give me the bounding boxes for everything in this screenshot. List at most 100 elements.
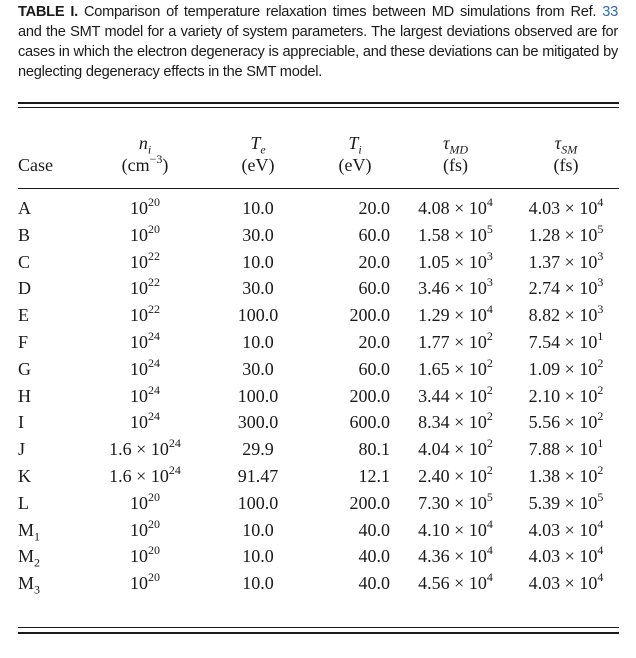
cell-case: H [18,385,31,406]
cell-case: C [18,251,31,272]
cell-te: 29.9 [242,439,274,460]
caption-text-a: Comparison of temperature relaxation tim… [77,4,603,20]
cell-te: 10.0 [242,331,274,352]
cell-tau-md: 4.08 × 104 [418,195,493,218]
table-caption: TABLE I. Comparison of temperature relax… [18,2,618,82]
cell-tau-md: 3.44 × 102 [418,382,493,406]
cell-te: 30.0 [242,358,274,379]
header-te: Te (eV) [241,133,275,175]
cell-tau-md: 7.30 × 105 [418,489,493,513]
cell-case: A [18,198,31,218]
cell-ti: 20.0 [358,198,391,218]
header-ti: Ti (eV) [338,133,372,175]
cell-tau-sm: 7.54 × 101 [528,328,604,352]
table-row: I 1024 300.0 600.0 8.34 × 102 5.56 × 102 [18,409,619,436]
cell-tau-sm: 4.03 × 104 [528,195,604,218]
cell-tau-md: 2.40 × 102 [418,462,493,486]
cell-te: 10.0 [242,546,274,567]
cell-te: 100.0 [237,385,279,406]
table-row: J 1.6 × 1024 29.9 80.1 4.04 × 102 7.88 × 101 [18,436,619,463]
caption-text-b: and the SMT model for a variety of syste… [18,24,618,80]
cell-ti: 200.0 [349,492,391,513]
cell-ti: 200.0 [349,385,391,406]
cell-ni: 1.6 × 1024 [109,462,181,486]
cell-case: B [18,224,31,245]
cell-tau-md: 4.36 × 104 [418,543,493,567]
bottom-rule-thin [18,627,619,628]
cell-ni: 1020 [130,489,160,513]
table-row: G 1024 30.0 60.0 1.65 × 102 1.09 × 102 [18,356,619,383]
table-row: E 1022 100.0 200.0 1.29 × 104 8.82 × 103 [18,302,619,329]
cell-te: 10.0 [242,573,274,594]
cell-case: M3 [18,573,41,597]
table-row: D 1022 30.0 60.0 3.46 × 103 2.74 × 103 [18,275,619,302]
top-rule-thick [18,102,619,104]
cell-ni: 1022 [130,248,160,272]
header-tau-sm: τSM (fs) [553,133,579,175]
cell-te: 100.0 [237,305,279,326]
cell-tau-sm: 4.03 × 104 [528,543,604,567]
cell-te: 10.0 [242,198,274,218]
cell-case: K [18,465,31,486]
top-rule-thin [18,107,619,108]
cell-tau-md: 1.58 × 105 [418,221,493,245]
cell-tau-sm: 1.37 × 103 [528,248,604,272]
caption-label: TABLE I. [18,4,78,20]
cell-tau-sm: 7.88 × 101 [528,436,604,460]
cell-tau-sm: 1.09 × 102 [528,355,604,379]
cell-tau-md: 4.10 × 104 [418,516,493,540]
cell-ti: 40.0 [358,573,391,594]
cell-case: J [18,439,26,460]
bottom-rule-thick [18,632,619,634]
cell-ti: 60.0 [358,358,391,379]
cell-tau-md: 1.65 × 102 [418,355,493,379]
cell-te: 300.0 [237,412,279,433]
cell-tau-sm: 2.10 × 102 [528,382,604,406]
cell-tau-sm: 5.56 × 102 [528,409,604,433]
cell-tau-md: 1.77 × 102 [418,328,493,352]
cell-ti: 80.1 [358,439,391,460]
data-table: Case ni (cm−3) Te (eV) Ti (eV) τMD (fs) … [18,118,619,597]
cell-ni: 1.6 × 1024 [109,436,181,460]
table-row: M3 1020 10.0 40.0 4.56 × 104 4.03 × 104 [18,570,619,597]
cell-ti: 60.0 [358,224,391,245]
cell-te: 30.0 [242,278,274,299]
cell-tau-sm: 4.03 × 104 [528,516,604,540]
cell-tau-md: 4.56 × 104 [418,570,493,594]
table-row: H 1024 100.0 200.0 3.44 × 102 2.10 × 102 [18,383,619,410]
cell-case: I [18,412,24,433]
cell-tau-sm: 5.39 × 105 [528,489,604,513]
cell-case: F [18,331,29,352]
cell-case: G [18,358,31,379]
cell-ni: 1022 [130,302,160,326]
cell-ni: 1024 [130,382,160,406]
cell-ti: 20.0 [358,251,391,272]
cell-case: M2 [18,546,41,570]
cell-ni: 1020 [130,516,160,540]
cell-ti: 600.0 [349,412,391,433]
cell-te: 100.0 [237,492,279,513]
caption-reference-link[interactable]: 33 [602,4,618,20]
cell-ni: 1024 [130,355,160,379]
cell-tau-md: 1.29 × 104 [418,302,493,326]
cell-tau-md: 3.46 × 103 [418,275,493,299]
table-row: L 1020 100.0 200.0 7.30 × 105 5.39 × 105 [18,490,619,517]
table-row: M2 1020 10.0 40.0 4.36 × 104 4.03 × 104 [18,543,619,570]
table-row: F 1024 10.0 20.0 1.77 × 102 7.54 × 101 [18,329,619,356]
cell-tau-md: 1.05 × 103 [418,248,493,272]
cell-ni: 1020 [130,221,160,245]
cell-ni: 1024 [130,409,160,433]
cell-tau-sm: 1.28 × 105 [528,221,604,245]
table-row: M1 1020 10.0 40.0 4.10 × 104 4.03 × 104 [18,517,619,544]
cell-ni: 1020 [130,195,160,218]
cell-ti: 40.0 [358,519,391,540]
cell-case: M1 [18,519,41,544]
header-row: Case ni (cm−3) Te (eV) Ti (eV) τMD (fs) … [18,118,619,176]
cell-ti: 200.0 [349,305,391,326]
cell-ti: 12.1 [358,465,391,486]
table-row: C 1022 10.0 20.0 1.05 × 103 1.37 × 103 [18,249,619,276]
cell-ni: 1022 [130,275,160,299]
cell-case: L [18,492,29,513]
cell-te: 91.47 [237,465,279,486]
table-row: B 1020 30.0 60.0 1.58 × 105 1.28 × 105 [18,222,619,249]
